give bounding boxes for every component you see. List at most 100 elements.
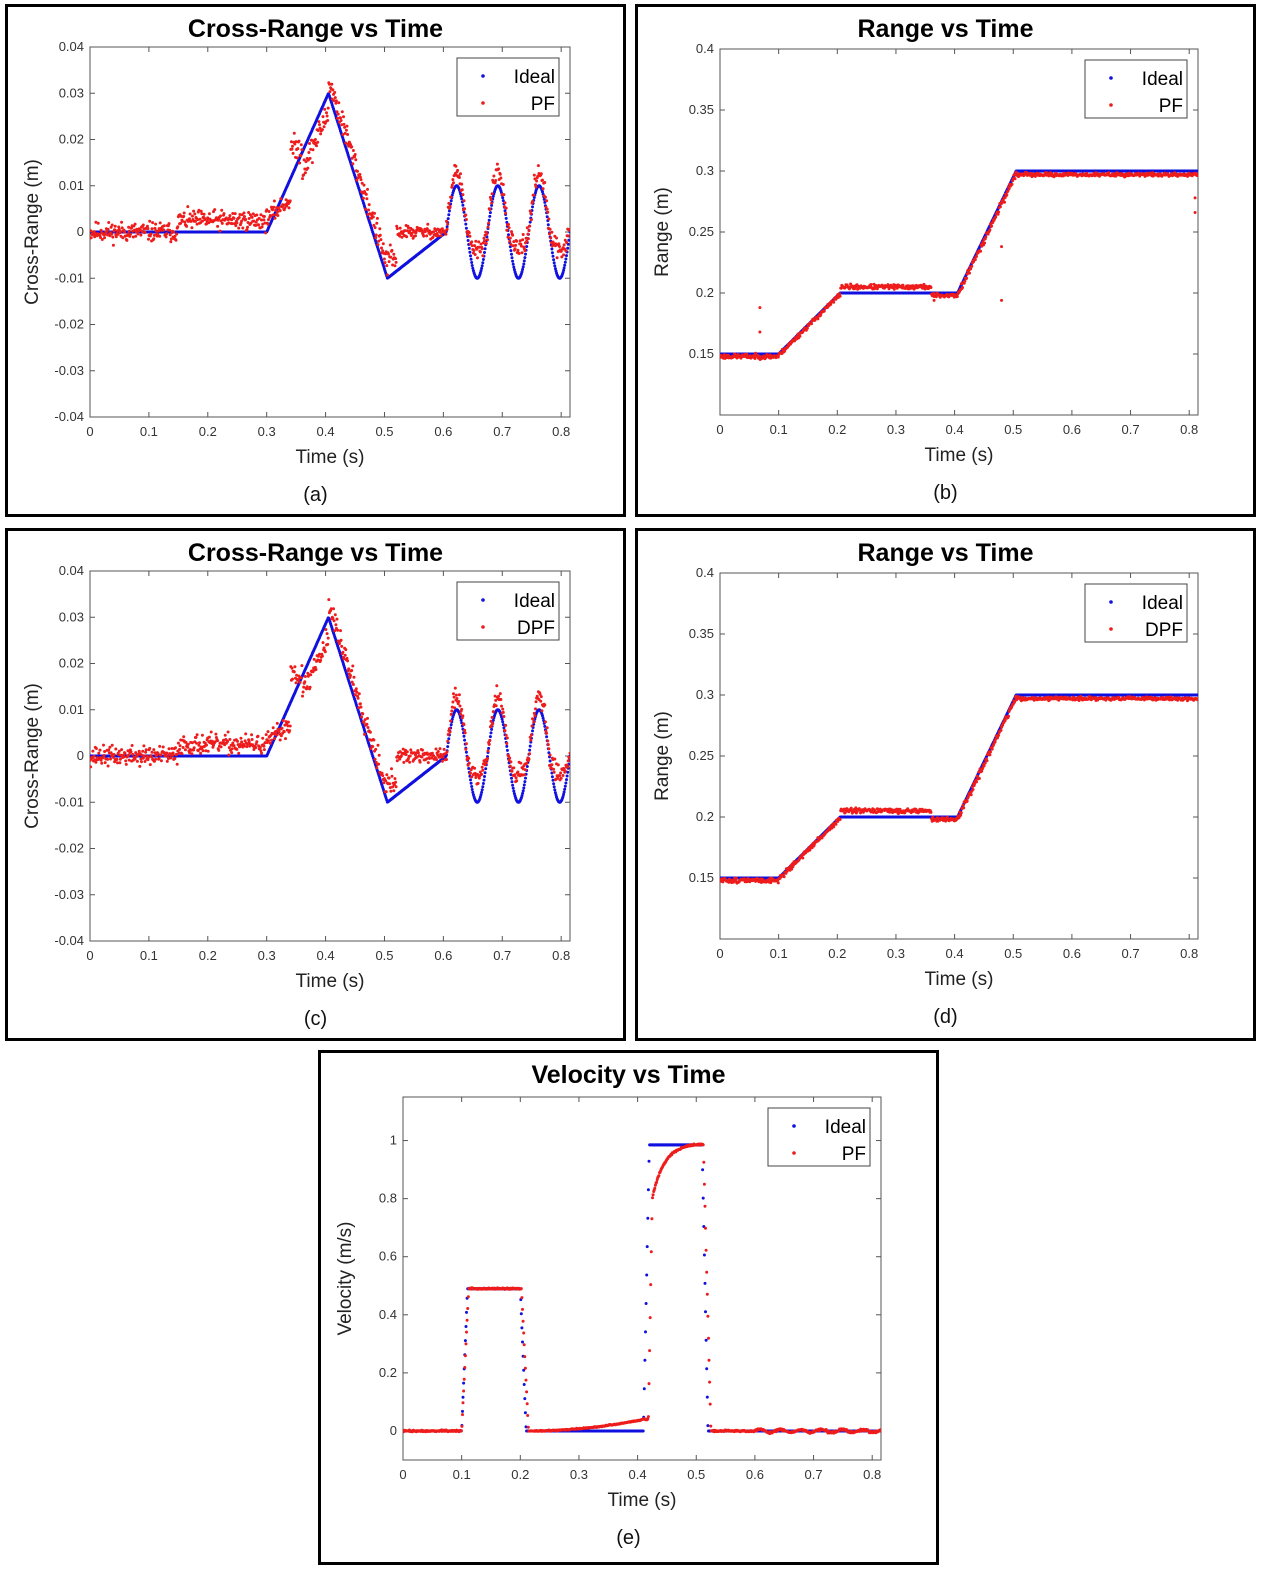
estimate-point (156, 751, 160, 755)
estimate-point (988, 228, 992, 232)
estimate-point (231, 212, 235, 215)
estimate-point (547, 217, 551, 221)
estimate-point (355, 178, 359, 182)
estimate-point (272, 199, 276, 203)
estimate-point (295, 673, 299, 677)
estimate-point (353, 153, 357, 156)
estimate-point (341, 650, 345, 654)
estimate-point (298, 680, 302, 684)
estimate-point (175, 752, 179, 756)
estimate-point (344, 141, 348, 145)
estimate-point (126, 749, 130, 753)
x-tick-label: 0.1 (770, 422, 788, 437)
estimate-point (362, 183, 366, 187)
estimate-point (181, 746, 185, 749)
ideal-point (483, 775, 486, 778)
y-tick-label: 0.3 (696, 163, 714, 178)
ideal-point (504, 216, 508, 220)
estimate-point (376, 743, 380, 747)
estimate-point (199, 751, 203, 755)
estimate-point (426, 222, 430, 226)
estimate-point (366, 187, 369, 191)
estimate-point (257, 223, 261, 227)
estimate-point (372, 223, 376, 227)
estimate-point (375, 216, 379, 220)
ideal-point (551, 254, 555, 258)
estimate-point (451, 700, 455, 704)
ideal-point (563, 260, 567, 264)
estimate-point (856, 287, 860, 291)
estimate-point (463, 728, 467, 732)
estimate-point (241, 226, 245, 230)
estimate-point (420, 755, 424, 759)
ideal-point (565, 774, 569, 778)
ideal-point (563, 787, 567, 791)
estimate-point (541, 178, 544, 182)
estimate-point (334, 101, 338, 105)
estimate-point (344, 648, 348, 652)
estimate-point (340, 644, 344, 648)
estimate-point (480, 765, 484, 769)
estimate-point (200, 212, 204, 216)
estimate-point (373, 757, 377, 761)
estimate-point (444, 232, 448, 236)
estimate-point (398, 226, 402, 230)
x-tick-label: 0 (86, 424, 93, 439)
estimate-point (339, 119, 343, 122)
estimate-point (535, 179, 539, 183)
estimate-point (169, 756, 173, 760)
estimate-point (533, 177, 537, 181)
estimate-point (332, 99, 336, 103)
ideal-point (511, 262, 515, 266)
estimate-point (460, 188, 464, 192)
ideal-point (512, 265, 516, 269)
estimate-point (113, 224, 117, 228)
estimate-point (274, 730, 278, 733)
estimate-point (558, 245, 561, 248)
estimate-point (504, 211, 508, 215)
estimate-point (213, 208, 217, 212)
estimate-point (271, 213, 275, 217)
estimate-point (470, 244, 474, 248)
estimate-point (408, 760, 412, 764)
estimate-point (486, 238, 489, 242)
estimate-point (1003, 200, 1006, 204)
estimate-point (99, 228, 103, 232)
estimate-point (485, 232, 489, 236)
estimate-point (457, 693, 461, 697)
estimate-point (150, 227, 154, 231)
estimate-point (454, 693, 458, 697)
estimate-point (256, 734, 260, 738)
estimate-point (381, 242, 385, 246)
x-tick-label: 0.3 (258, 948, 276, 963)
estimate-point (143, 230, 147, 234)
estimate-point (1093, 174, 1097, 178)
estimate-point (333, 629, 337, 633)
estimate-point (388, 786, 392, 790)
estimate-point (528, 209, 532, 213)
estimate-point (379, 238, 383, 242)
chart-title: Cross-Range vs Time (188, 15, 443, 43)
estimate-point (321, 115, 325, 119)
estimate-point (272, 205, 276, 209)
estimate-point (377, 753, 381, 757)
estimate-point (363, 718, 367, 722)
estimate-point (491, 710, 495, 714)
ideal-point (488, 211, 492, 215)
estimate-point (170, 747, 174, 750)
estimate-point (261, 222, 265, 226)
estimate-point (100, 238, 104, 241)
estimate-point (460, 707, 464, 711)
estimate-point (108, 745, 112, 749)
estimate-point (147, 755, 150, 759)
estimate-point (114, 747, 118, 751)
estimate-point (326, 642, 330, 646)
estimate-point (488, 208, 492, 211)
estimate-point (261, 736, 265, 740)
estimate-point (359, 178, 363, 182)
ideal-point (483, 771, 487, 775)
estimate-point (320, 128, 324, 132)
y-axis-label: Cross-Range (m) (22, 683, 43, 829)
